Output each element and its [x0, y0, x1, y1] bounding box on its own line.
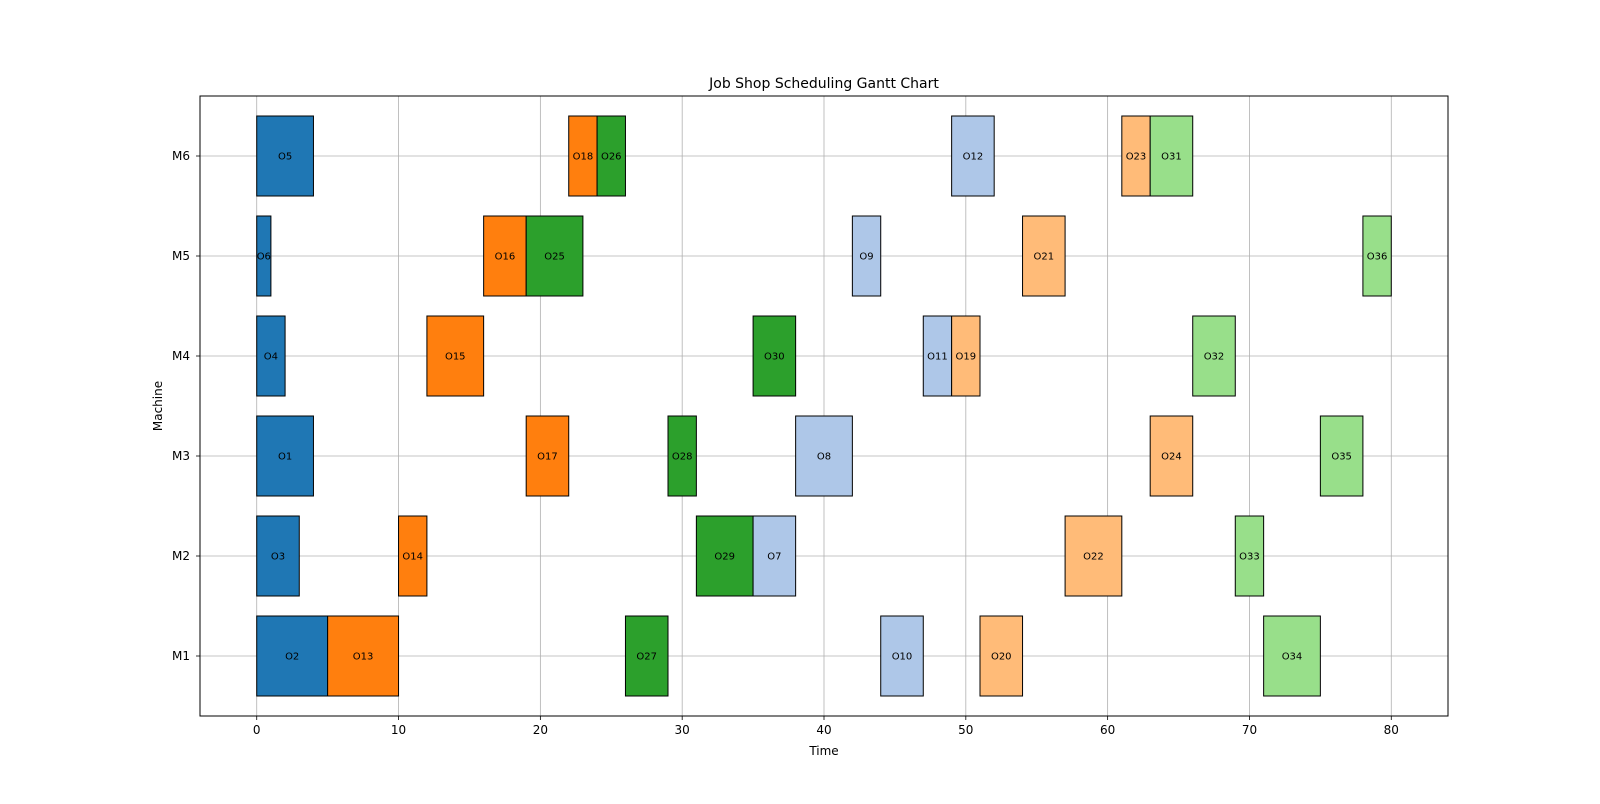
y-tick-label: M3 — [172, 449, 190, 463]
bar-label: O35 — [1331, 452, 1352, 463]
bar-label: O25 — [544, 252, 565, 263]
bar-label: O14 — [402, 552, 423, 563]
bar-label: O6 — [257, 252, 271, 263]
gantt-bar — [525, 415, 570, 497]
bar-label: O29 — [714, 552, 735, 563]
gantt-bar — [951, 115, 995, 197]
gantt-bar — [483, 215, 527, 297]
gantt-bar — [667, 415, 697, 497]
gantt-bar — [256, 615, 329, 697]
gantt-bar — [1149, 115, 1194, 197]
y-tick-label: M4 — [172, 349, 190, 363]
y-axis-label: Machine — [151, 381, 165, 431]
gantt-bar — [398, 515, 428, 597]
x-tick-label: 30 — [675, 723, 690, 737]
gantt-bar — [851, 215, 882, 297]
gantt-bar — [624, 615, 669, 697]
bar-label: O13 — [353, 652, 374, 663]
gantt-bar — [752, 315, 797, 397]
bar-label: O3 — [271, 552, 285, 563]
bar-label: O16 — [495, 252, 516, 263]
bar-label: O11 — [927, 352, 948, 363]
bar-label: O1 — [278, 452, 292, 463]
bar-label: O33 — [1239, 552, 1260, 563]
bar-label: O17 — [537, 452, 558, 463]
x-tick-label: 60 — [1100, 723, 1115, 737]
y-tick-label: M2 — [172, 549, 190, 563]
gantt-bar — [1192, 315, 1236, 397]
gantt-bar — [795, 415, 853, 497]
chart-title: Job Shop Scheduling Gantt Chart — [708, 76, 939, 92]
bar-label: O31 — [1161, 152, 1182, 163]
bar-label: O23 — [1126, 152, 1147, 163]
bar-label: O26 — [601, 152, 622, 163]
y-tick-label: M6 — [172, 149, 190, 163]
gantt-bar — [256, 515, 300, 597]
gantt-bar — [256, 415, 314, 497]
gantt-bar — [256, 315, 286, 397]
y-tick-label: M1 — [172, 649, 190, 663]
x-tick-label: 20 — [533, 723, 548, 737]
gantt-bar — [1362, 215, 1392, 297]
x-tick-label: 80 — [1384, 723, 1399, 737]
bar-label: O27 — [636, 652, 657, 663]
bar-label: O2 — [285, 652, 299, 663]
bar-label: O28 — [672, 452, 693, 463]
gantt-bar — [256, 115, 314, 197]
x-tick-label: 50 — [958, 723, 973, 737]
gantt-bar — [525, 215, 584, 297]
gantt-bar — [979, 615, 1024, 697]
bar-label: O15 — [445, 352, 466, 363]
gantt-bar — [951, 315, 981, 397]
bars: O1 O2 O3 O4 O5 O6 O13 O14 O15 O16 O17 O18 O25 O26 O27 O… — [256, 115, 1392, 697]
x-tick-label: 40 — [816, 723, 831, 737]
bar-label: O24 — [1161, 452, 1182, 463]
bar-label: O8 — [817, 452, 831, 463]
bar-label: O34 — [1282, 652, 1303, 663]
bar-label: O32 — [1204, 352, 1225, 363]
bar-label: O22 — [1083, 552, 1104, 563]
gantt-bar — [922, 315, 953, 397]
bar-label: O12 — [963, 152, 984, 163]
bar-label: O10 — [892, 652, 913, 663]
bar-label: O36 — [1367, 252, 1388, 263]
y-tick-label: M5 — [172, 249, 190, 263]
gantt-bar — [1064, 515, 1123, 597]
bar-label: O18 — [573, 152, 594, 163]
gantt-bar — [1022, 215, 1066, 297]
gantt-bar — [596, 115, 626, 197]
x-axis-label: Time — [808, 744, 838, 758]
x-tick-label: 10 — [391, 723, 406, 737]
gantt-bar — [880, 615, 924, 697]
bar-label: O9 — [859, 252, 873, 263]
bar-label: O20 — [991, 652, 1012, 663]
bar-label: O4 — [264, 352, 278, 363]
gantt-bar — [256, 215, 272, 297]
gantt-bar — [568, 115, 598, 197]
bar-label: O5 — [278, 152, 292, 163]
gantt-bar — [327, 615, 400, 697]
bar-label: O7 — [767, 552, 781, 563]
x-tick-label: 0 — [253, 723, 261, 737]
y-axis: M1 M2 M3 M4 M5 M6 — [172, 149, 200, 663]
x-tick-label: 70 — [1242, 723, 1257, 737]
x-axis: 0 10 20 30 40 50 60 70 80 — [253, 716, 1399, 737]
gantt-bar — [1263, 615, 1321, 697]
gantt-bar — [426, 315, 485, 397]
gantt-bar — [1319, 415, 1364, 497]
bar-label: O19 — [956, 352, 977, 363]
bar-label: O21 — [1034, 252, 1055, 263]
gantt-bar — [1234, 515, 1265, 597]
bar-label: O30 — [764, 352, 785, 363]
gantt-bar — [752, 515, 797, 597]
gantt-bar — [1149, 415, 1194, 497]
